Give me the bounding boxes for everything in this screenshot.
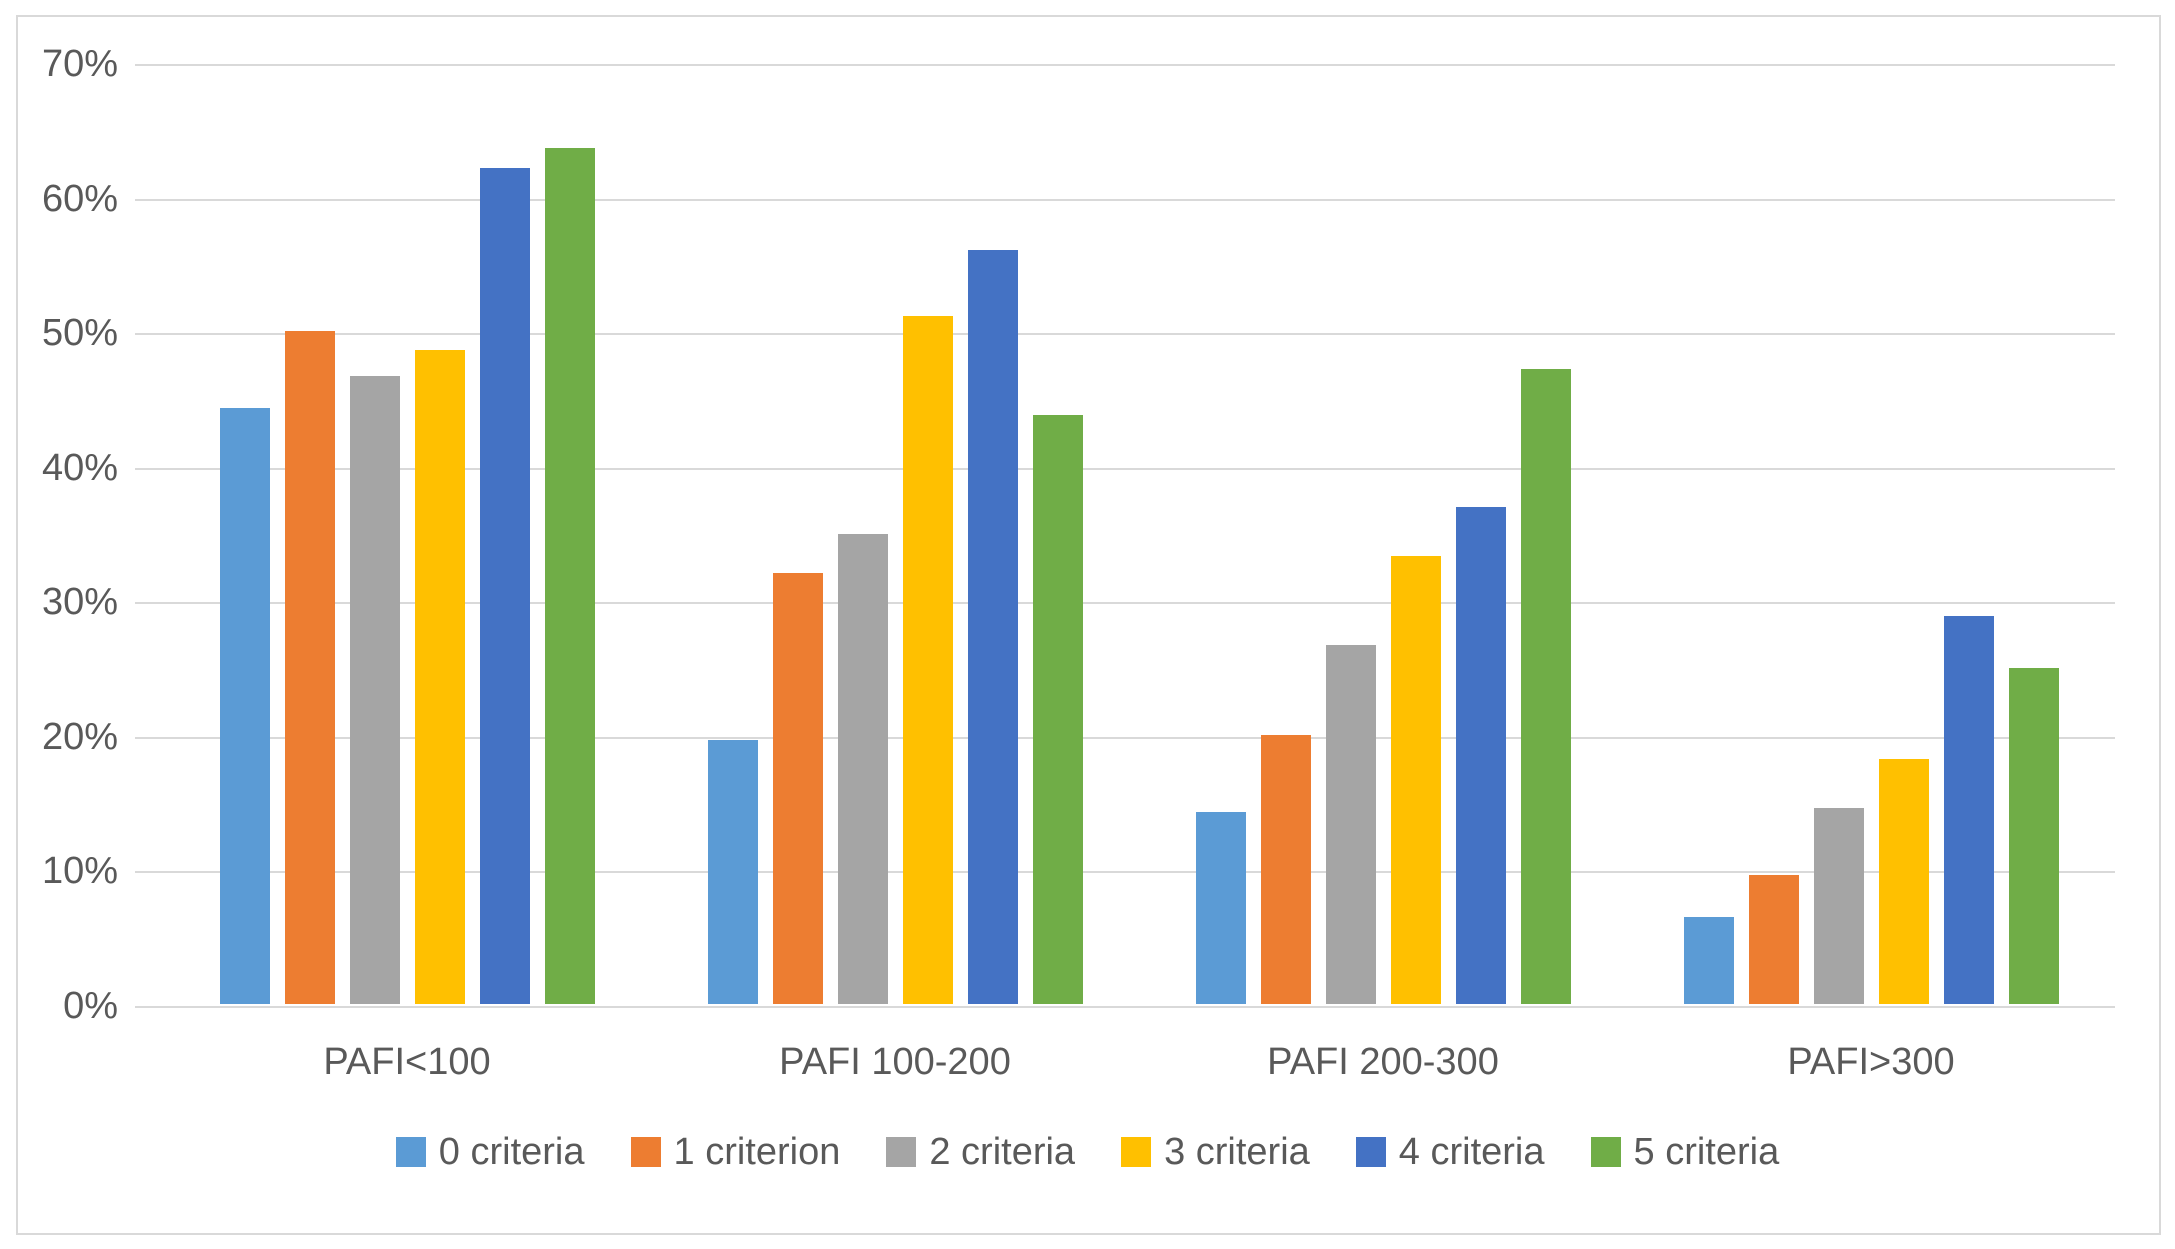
y-axis-tick-label: 0%: [63, 985, 118, 1027]
legend-item-0-criteria: 0 criteria: [395, 1124, 585, 1180]
bar-4-criteria-pafi-300: [1944, 616, 1994, 1004]
bar-1-criterion-pafi-300: [1749, 874, 1799, 1004]
gridline: [135, 333, 2115, 336]
x-axis-category-label: PAFI 100-200: [779, 1041, 1011, 1083]
bar-3-criteria-pafi-100: [415, 349, 465, 1004]
bar-2-criteria-pafi-300: [1814, 807, 1864, 1004]
y-axis-tick-label: 60%: [41, 177, 118, 220]
y-axis-tick-label: 30%: [41, 581, 118, 624]
bar-4-criteria-pafi-100-200: [968, 250, 1018, 1004]
y-axis-tick-label: 70%: [41, 43, 118, 85]
bar-5-criteria-pafi-300: [2009, 667, 2059, 1004]
bar-0-criteria-pafi-200-300: [1196, 811, 1246, 1004]
y-axis-tick-label: 40%: [41, 446, 118, 489]
legend-label: 4 criteria: [1398, 1131, 1545, 1173]
bar-2-criteria-pafi-200-300: [1326, 644, 1376, 1004]
gridline: [135, 64, 2115, 66]
bar-3-criteria-pafi-300: [1879, 759, 1929, 1004]
legend-item-1-criterion: 1 criterion: [630, 1124, 841, 1180]
legend-swatch-4-criteria: [1355, 1137, 1386, 1167]
legend-label: 5 criteria: [1633, 1131, 1780, 1173]
x-axis-category-label: PAFI>300: [1787, 1041, 1955, 1083]
legend-swatch-3-criteria: [1121, 1137, 1152, 1167]
bar-3-criteria-pafi-200-300: [1391, 555, 1441, 1004]
x-axis-category-label: PAFI 200-300: [1267, 1041, 1499, 1083]
bar-1-criterion-pafi-200-300: [1261, 734, 1311, 1004]
gridline: [135, 602, 2115, 605]
legend-swatch-2-criteria: [886, 1137, 917, 1167]
gridline: [135, 736, 2115, 739]
y-axis-tick-label: 10%: [41, 850, 118, 893]
bar-5-criteria-pafi-200-300: [1521, 368, 1571, 1004]
legend-swatch-1-criterion: [630, 1137, 661, 1167]
legend-item-3-criteria: 3 criteria: [1121, 1124, 1310, 1180]
bar-3-criteria-pafi-100-200: [903, 316, 953, 1004]
gridline: [135, 467, 2115, 470]
bar-0-criteria-pafi-300: [1684, 916, 1734, 1004]
bar-1-criterion-pafi-100: [285, 331, 335, 1004]
bar-5-criteria-pafi-100-200: [1033, 414, 1083, 1004]
bar-4-criteria-pafi-100: [480, 168, 530, 1004]
bar-0-criteria-pafi-100-200: [708, 740, 758, 1004]
legend-label: 1 criterion: [673, 1131, 841, 1173]
bar-5-criteria-pafi-100: [545, 148, 595, 1004]
legend-label: 2 criteria: [929, 1131, 1076, 1173]
legend: 0 criteria 1 criterion 2 criteria 3 criteri…: [0, 1124, 2175, 1180]
legend-item-2-criteria: 2 criteria: [886, 1124, 1075, 1180]
gridline: [135, 198, 2115, 201]
y-axis-tick-label: 50%: [41, 312, 118, 355]
legend-label: 0 criteria: [438, 1131, 585, 1173]
legend-label: 3 criteria: [1164, 1131, 1310, 1173]
bar-2-criteria-pafi-100-200: [838, 534, 888, 1004]
plot-area: [135, 64, 2115, 1008]
gridline: [135, 871, 2115, 874]
gridline: [135, 1006, 2115, 1008]
x-axis-category-label: PAFI<100: [323, 1041, 491, 1083]
legend-item-5-criteria: 5 criteria: [1590, 1124, 1780, 1180]
bar-1-criterion-pafi-100-200: [773, 573, 823, 1004]
y-axis-tick-label: 20%: [41, 715, 118, 758]
legend-swatch-5-criteria: [1590, 1137, 1621, 1167]
bar-2-criteria-pafi-100: [350, 375, 400, 1004]
legend-item-4-criteria: 4 criteria: [1355, 1124, 1545, 1180]
legend-swatch-0-criteria: [395, 1137, 426, 1167]
bar-4-criteria-pafi-200-300: [1456, 507, 1506, 1004]
bar-0-criteria-pafi-100: [220, 407, 270, 1004]
